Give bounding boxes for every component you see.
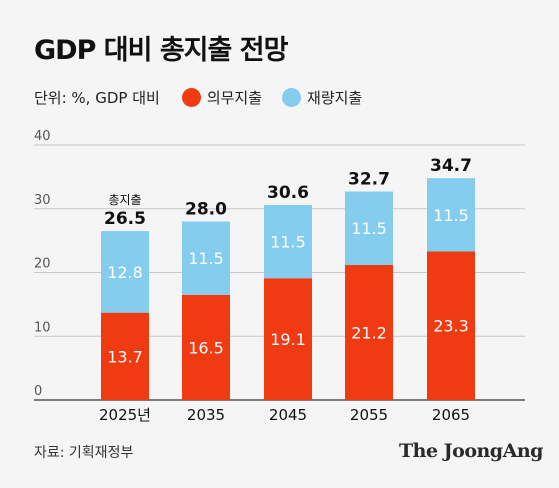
bar-mandatory <box>427 251 475 400</box>
y-tick-label: 40 <box>34 129 51 144</box>
data-label-total: 32.7 <box>348 170 390 190</box>
bar-discretionary <box>427 178 475 252</box>
legend: 단위: %, GDP 대비 의무지출 재량지출 <box>34 86 382 108</box>
x-tick-label: 2065 <box>432 406 470 424</box>
source-note: 자료: 기획재정부 <box>34 445 134 461</box>
legend-label-discretionary: 재량지출 <box>307 88 363 107</box>
y-tick-label: 20 <box>34 257 51 272</box>
legend-label-mandatory: 의무지출 <box>206 88 263 107</box>
data-label-total: 30.6 <box>267 183 309 203</box>
y-tick-label: 10 <box>34 320 51 335</box>
data-label-discretionary: 11.5 <box>270 233 306 252</box>
bar-discretionary <box>264 204 312 279</box>
chart-title: GDP 대비 총지출 전망 <box>34 35 288 66</box>
bar-discretionary <box>101 231 149 313</box>
data-label-discretionary: 11.5 <box>188 249 224 268</box>
data-label-discretionary: 11.5 <box>433 206 469 225</box>
x-tick-label: 2045 <box>269 406 307 424</box>
x-tick-label: 2035 <box>187 406 225 424</box>
data-label-total: 34.7 <box>430 156 472 176</box>
bar-mandatory <box>264 278 312 400</box>
bar-mandatory <box>101 312 149 400</box>
data-label-mandatory: 13.7 <box>107 347 143 366</box>
y-tick-label: 30 <box>34 193 51 208</box>
x-tick-label: 2055 <box>350 406 388 424</box>
x-tick-label: 2025년 <box>99 406 151 424</box>
data-label-mandatory: 21.2 <box>351 323 387 342</box>
bar-mandatory <box>182 294 230 400</box>
brand-logo: The JoongAng <box>399 440 543 462</box>
legend-swatch-mandatory <box>181 87 201 107</box>
y-tick-label: 0 <box>34 384 42 399</box>
data-label-discretionary: 12.8 <box>107 263 143 282</box>
total-annotation: 총지출 <box>108 193 141 207</box>
data-label-total: 28.0 <box>185 200 227 220</box>
data-label-discretionary: 11.5 <box>351 219 387 238</box>
legend-item-discretionary: 재량지출 <box>282 87 362 108</box>
data-label-total: 26.5 <box>104 209 146 229</box>
unit-label: 단위: %, GDP 대비 <box>34 88 160 107</box>
data-label-mandatory: 16.5 <box>188 338 224 357</box>
bar-mandatory <box>345 264 393 400</box>
legend-item-mandatory: 의무지출 <box>181 87 263 108</box>
data-label-mandatory: 23.3 <box>433 317 469 336</box>
legend-swatch-discretionary <box>282 87 302 107</box>
bar-discretionary <box>345 191 393 265</box>
bar-discretionary <box>182 221 230 295</box>
data-label-mandatory: 19.1 <box>270 330 306 349</box>
